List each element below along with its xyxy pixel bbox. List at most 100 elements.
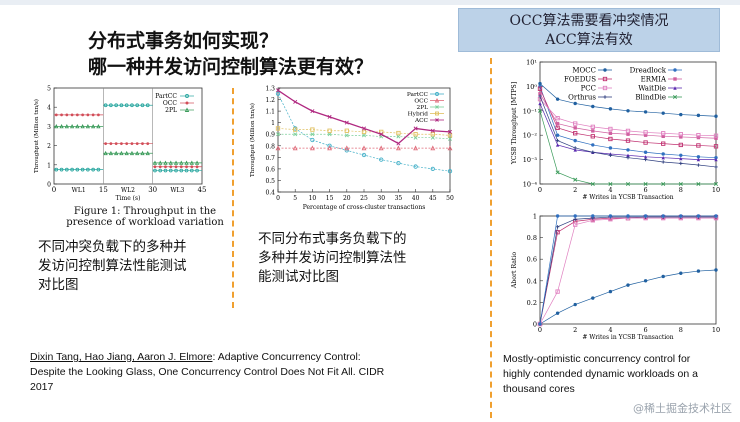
fig3-legend-marker: [602, 85, 608, 91]
fig3-bottom-xtick-label: 2: [573, 326, 577, 334]
fig1-ytick-label: 1: [47, 162, 51, 169]
fig3-top-xtick-label: 6: [644, 186, 648, 194]
fig3-bottom-point: [626, 283, 630, 287]
fig1-point: [69, 123, 75, 129]
fig3-bottom-point: [626, 214, 630, 218]
fig1-point: [153, 165, 157, 169]
fig2-ytick-label: 0.9: [265, 132, 275, 139]
fig3-top-point: [661, 141, 666, 146]
fig2-xtick-label: 40: [412, 195, 420, 202]
fig2-ylabel: Throughput (Million txn/s): [249, 103, 256, 177]
fig1-point: [85, 123, 91, 129]
citation-3-line2: highly contended dynamic workloads on a: [503, 368, 698, 380]
fig2-series-line: [278, 133, 451, 140]
fig1-point: [174, 168, 178, 173]
fig2-point: [430, 128, 435, 133]
fig3-top-point: [626, 132, 630, 136]
fig3-top-point: [696, 143, 701, 148]
fig2-ytick-label: 0.7: [265, 155, 275, 162]
fig3-top-point: [591, 129, 595, 133]
callout-line1: OCC算法需要看冲突情况: [509, 13, 669, 29]
fig1-point: [168, 168, 173, 173]
fig3-top-point: [679, 135, 683, 139]
fig2-point: [379, 132, 384, 137]
fig2-point: [310, 132, 315, 137]
figure-3: 10⁻⁴ 10⁻³ 10⁻² 10⁻¹ 10⁰ 10¹ 0 2 4 6 8 10 # Writes in…: [500, 58, 730, 342]
fig3-bottom-point: [661, 214, 665, 218]
separator-left: [232, 88, 234, 308]
fig2-point: [413, 126, 418, 131]
fig3-top-point: [608, 107, 613, 111]
callout-line2: ACC算法有效: [545, 32, 633, 48]
fig1-point: [119, 150, 124, 156]
fig2-ytick-label: 0.4: [265, 190, 275, 197]
fig3-top-ylabel: YCSB Throughput [MTPS]: [511, 82, 518, 165]
citation-1-authors[interactable]: Dixin Tang, Hao Jiang, Aaron J. Elmore: [30, 351, 213, 363]
fig1-point: [96, 167, 101, 172]
fig1-point: [114, 150, 119, 156]
fig2-legend-marker: [435, 118, 439, 122]
fig2-point: [310, 127, 315, 132]
fig1-legend-label: PartCC: [155, 93, 177, 100]
fig1-legend-label: 2PL: [165, 107, 177, 114]
fig2-point: [310, 137, 315, 143]
fig3-legend-label: ERMIA: [641, 76, 667, 84]
fig3-top-point: [643, 140, 648, 145]
fig3-legend-marker: [603, 68, 607, 72]
fig1-point: [70, 113, 74, 117]
fig1-point: [64, 167, 69, 172]
fig2-point: [447, 145, 453, 151]
fig3-top-ytick-label: 10⁻³: [523, 156, 538, 164]
fig3-top-xtick-label: 2: [573, 186, 577, 194]
figure-1-caption: Figure 1: Throughput in the presence of …: [62, 206, 228, 228]
fig2-point: [344, 148, 349, 153]
fig2-xtick-label: 5: [293, 195, 297, 202]
fig1-point: [195, 165, 199, 169]
fig3-top-point: [643, 155, 648, 159]
fig2-point: [327, 128, 332, 133]
fig1-point: [60, 113, 63, 117]
fig3-top-point: [713, 133, 719, 138]
fig1-region-label: WL2: [121, 187, 135, 194]
fig1-point: [114, 103, 119, 108]
fig3-legend-label: PCC: [581, 85, 596, 93]
fig1-point: [189, 168, 194, 173]
citation-1: Dixin Tang, Hao Jiang, Aaron J. Elmore: …: [30, 350, 450, 395]
fig1-point: [86, 113, 90, 117]
fig1-point: [179, 160, 184, 165]
fig1-ytick-label: 2: [47, 143, 51, 150]
fig3-top-point: [625, 128, 631, 134]
fig1-point: [80, 167, 85, 172]
fig1-point: [114, 142, 118, 146]
fig3-bottom-point: [679, 271, 683, 275]
fig2-legend-marker: [435, 111, 439, 116]
fig1-point: [129, 150, 135, 156]
fig2-point: [447, 133, 453, 138]
fig1-point: [109, 103, 113, 108]
fig3-top-ytick-label: 10¹: [526, 59, 537, 67]
fig1-point: [80, 123, 85, 129]
fig2-point: [379, 157, 384, 162]
fig3-bottom-series-line: [539, 217, 716, 325]
fig2-point: [413, 132, 418, 137]
fig1-point: [158, 165, 162, 169]
fig3-top-point: [626, 109, 630, 113]
fig3-top-point: [679, 156, 683, 161]
fig1-point: [119, 103, 124, 108]
fig3-legend-label: MOCC: [572, 67, 596, 75]
fig2-point: [293, 132, 298, 137]
fig3-bottom-point: [591, 214, 595, 218]
fig3-top-point: [696, 133, 701, 138]
fig3-bottom-point: [714, 214, 718, 218]
fig3-top-point: [625, 138, 631, 143]
fig3-bottom-point: [679, 214, 683, 218]
fig3-top-point: [626, 155, 630, 160]
citation-3-line3: thousand cores: [503, 383, 575, 395]
fig1-point: [135, 150, 140, 156]
fig2-point: [395, 145, 401, 151]
fig3-top-point: [555, 115, 560, 121]
fig3-legend-label: BlindDie: [635, 94, 666, 102]
fig1-point: [124, 150, 129, 156]
fig3-bottom-point: [555, 230, 560, 235]
